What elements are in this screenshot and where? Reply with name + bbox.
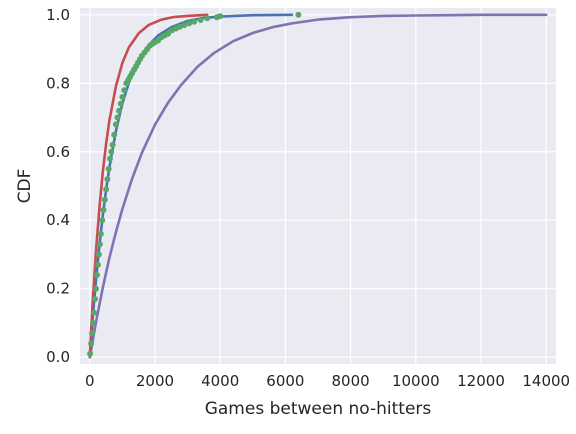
green-ecdf-point xyxy=(186,20,193,27)
green-ecdf-point xyxy=(204,15,211,22)
green-ecdf-point xyxy=(104,176,111,183)
green-ecdf-point xyxy=(90,319,96,326)
y-tick-label: 0.0 xyxy=(46,348,70,366)
tick-labels: 0 2000 4000 6000 8000 10000 12000 14000 0.0 0.2 0.… xyxy=(46,6,570,390)
green-ecdf-point xyxy=(191,18,198,25)
green-ecdf-points xyxy=(87,11,302,357)
green-ecdf-point xyxy=(88,340,95,347)
green-ecdf-point xyxy=(94,272,100,278)
green-ecdf-point xyxy=(93,285,99,292)
green-ecdf-point xyxy=(295,11,302,18)
green-ecdf-point xyxy=(100,207,107,213)
x-tick-label: 0 xyxy=(85,372,95,390)
green-ecdf-point xyxy=(197,17,204,23)
x-tick-label: 10000 xyxy=(392,372,440,390)
green-ecdf-point xyxy=(103,186,110,193)
x-tick-label: 2000 xyxy=(136,372,174,390)
green-ecdf-point xyxy=(107,155,113,162)
green-ecdf-point xyxy=(116,107,123,114)
green-ecdf-point xyxy=(117,100,124,107)
green-ecdf-point xyxy=(112,121,119,128)
green-ecdf-point xyxy=(108,148,115,155)
green-ecdf-point xyxy=(176,23,183,30)
green-ecdf-point xyxy=(89,330,96,337)
x-axis-label: Games between no-hitters xyxy=(205,399,432,419)
green-ecdf-point xyxy=(119,94,126,100)
green-ecdf-point xyxy=(99,217,106,224)
green-ecdf-point xyxy=(91,309,97,316)
green-ecdf-point xyxy=(96,241,103,248)
green-ecdf-point xyxy=(105,165,112,172)
x-tick-label: 12000 xyxy=(457,372,505,390)
green-ecdf-point xyxy=(181,22,188,29)
y-tick-label: 0.8 xyxy=(46,74,70,92)
y-tick-label: 1.0 xyxy=(46,6,70,24)
x-tick-label: 14000 xyxy=(522,372,570,390)
x-tick-label: 8000 xyxy=(332,372,370,390)
green-ecdf-point xyxy=(101,196,108,203)
green-ecdf-point xyxy=(97,230,104,237)
green-ecdf-point xyxy=(109,141,116,148)
purple-cdf-line xyxy=(88,13,548,359)
series-layer xyxy=(87,11,548,359)
green-ecdf-point xyxy=(87,350,94,357)
y-axis-label: CDF xyxy=(15,169,35,204)
green-ecdf-point xyxy=(92,296,98,302)
y-tick-label: 0.4 xyxy=(46,211,70,229)
green-ecdf-point xyxy=(217,13,224,20)
x-tick-label: 4000 xyxy=(201,372,239,390)
green-ecdf-point xyxy=(111,131,118,138)
green-ecdf-point xyxy=(94,261,101,268)
y-tick-label: 0.2 xyxy=(46,280,70,298)
x-tick-label: 6000 xyxy=(266,372,304,390)
green-ecdf-point xyxy=(114,114,121,121)
green-ecdf-point xyxy=(95,251,102,258)
green-ecdf-point xyxy=(165,30,171,37)
plot-area xyxy=(80,8,556,364)
green-ecdf-point xyxy=(121,87,128,94)
y-tick-label: 0.6 xyxy=(46,143,70,161)
